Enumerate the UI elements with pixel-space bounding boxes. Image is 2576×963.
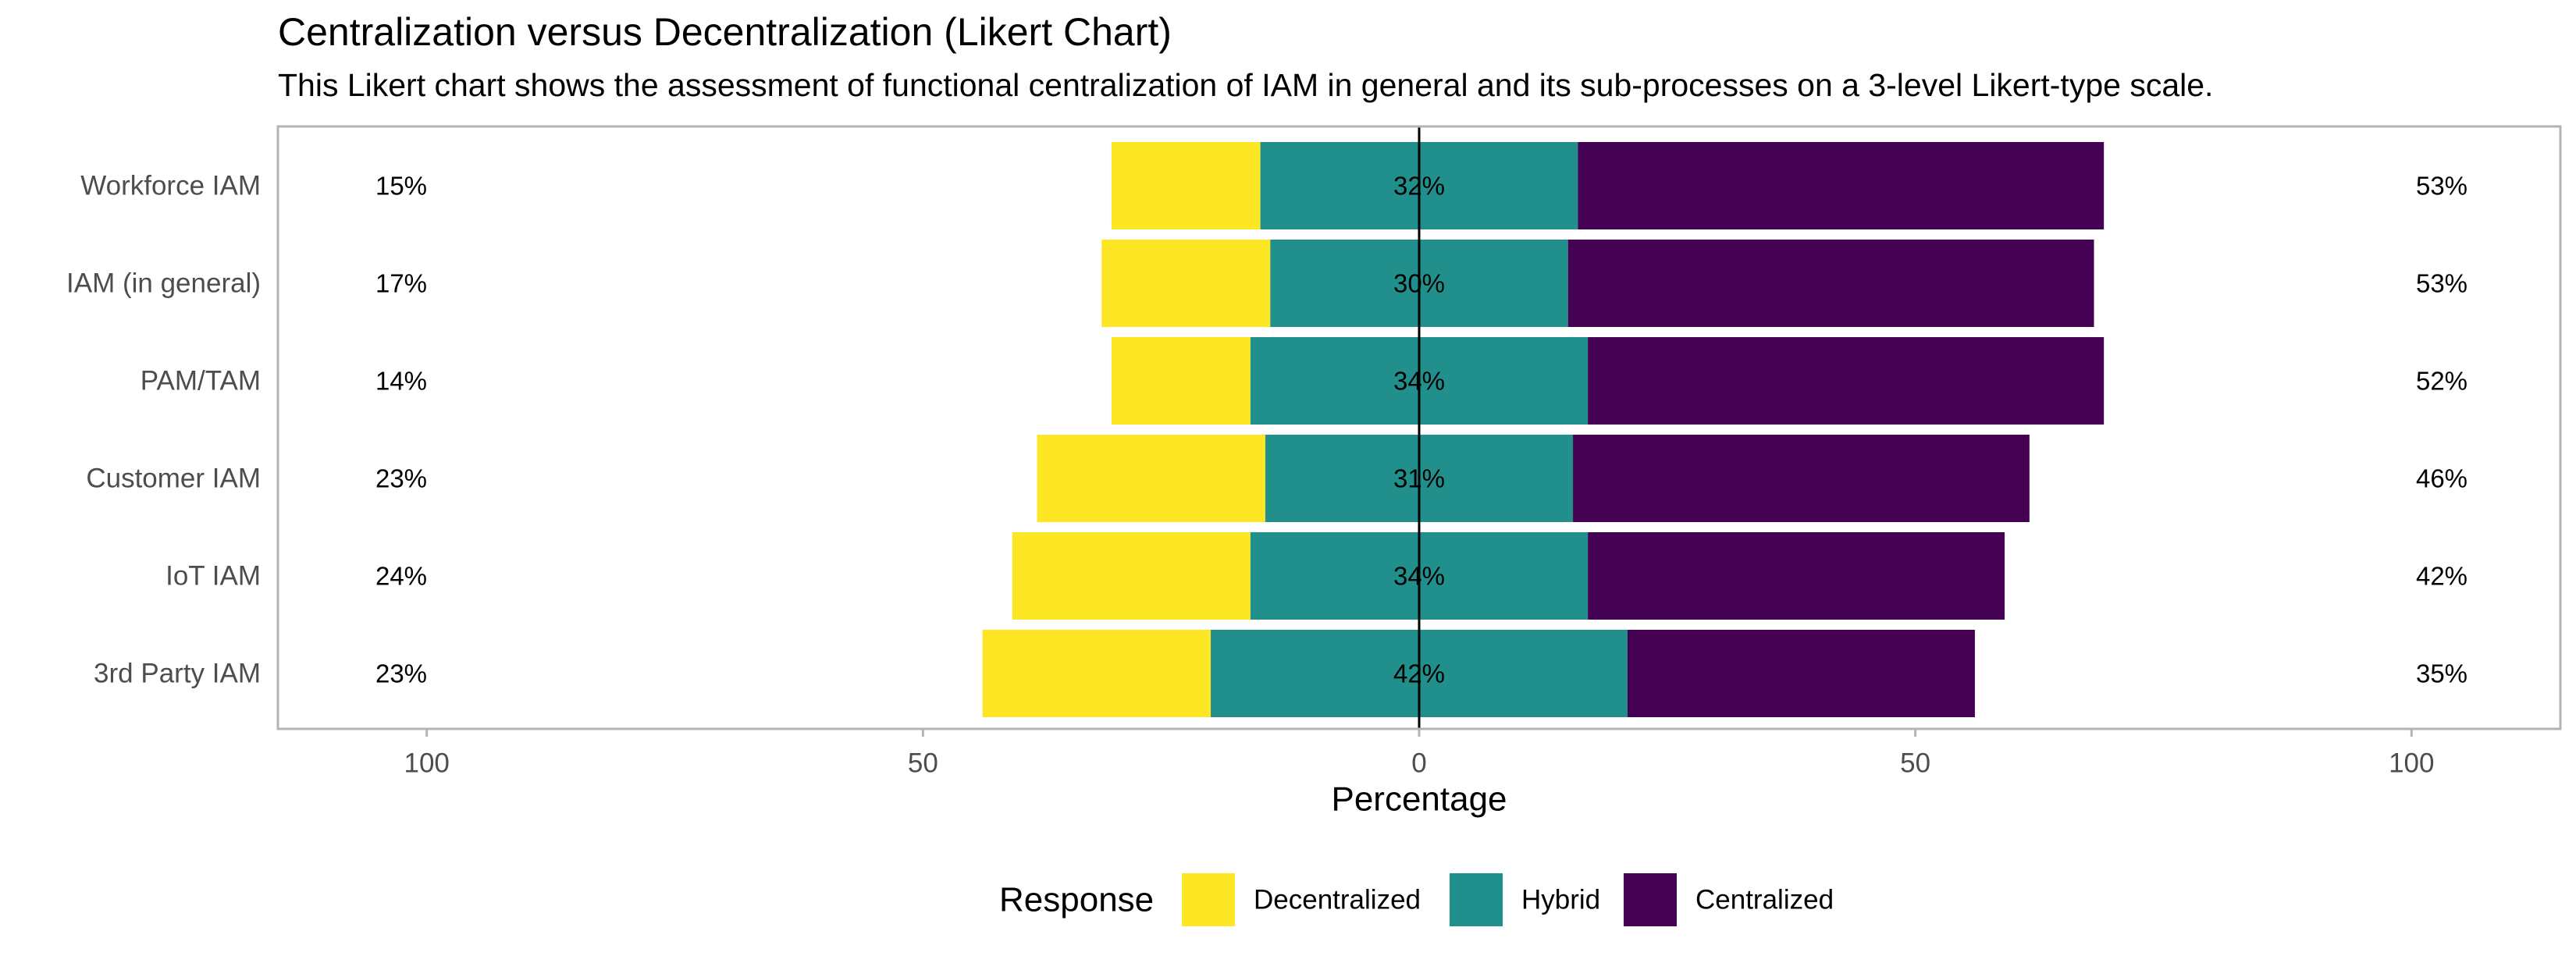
chart-title: Centralization versus Decentralization (… [278,10,1172,54]
axis-layer: 100 50 0 50 100 Percentage [276,125,2562,819]
chart-subtitle: This Likert chart shows the assessment o… [278,67,2214,103]
decentralized-percent-label: 23% [375,659,427,688]
category-label: Workforce IAM [80,171,261,201]
centralized-percent-label: 46% [2416,464,2467,493]
centralized-percent-label: 53% [2416,172,2467,201]
category-label: Customer IAM [86,464,261,494]
bar-decentralized [1101,240,1271,327]
bar-centralized [1573,435,2030,522]
x-axis-title: Percentage [1331,780,1507,819]
bar-decentralized [1037,435,1265,522]
legend-swatch-decentralized [1182,873,1235,926]
bar-centralized [1588,337,2105,425]
centralized-percent-label: 42% [2416,562,2467,591]
legend-swatch-hybrid [1450,873,1503,926]
legend-label: Decentralized [1254,885,1421,915]
legend-label: Centralized [1695,885,1834,915]
x-tick-label: 50 [1900,748,1930,779]
bar-centralized [1627,630,1975,717]
bar-decentralized [1012,532,1251,620]
bar-centralized [1588,532,2005,620]
x-tick-label: 100 [404,748,449,779]
decentralized-percent-label: 14% [375,367,427,396]
category-label: IAM (in general) [66,268,261,299]
legend-swatch-centralized [1624,873,1677,926]
decentralized-percent-label: 24% [375,562,427,591]
centralized-percent-label: 35% [2416,659,2467,688]
centralized-percent-label: 52% [2416,367,2467,396]
bar-decentralized [1111,337,1251,425]
labels-layer: Workforce IAM 15% 32% 53%IAM (in general) 17… [66,171,2467,689]
bar-centralized [1578,142,2105,229]
legend-title: Response [999,881,1154,919]
x-tick-label: 50 [908,748,938,779]
x-tick-label: 0 [1411,748,1426,779]
bar-centralized [1567,240,2094,327]
bar-decentralized [982,630,1212,717]
bars-layer [982,142,2105,717]
legend-label: Hybrid [1521,885,1600,915]
decentralized-percent-label: 15% [375,172,427,201]
category-label: PAM/TAM [141,366,261,396]
category-label: 3rd Party IAM [94,659,261,689]
x-tick-label: 100 [2389,748,2434,779]
centralized-percent-label: 53% [2416,269,2467,298]
category-label: IoT IAM [165,561,261,592]
bar-decentralized [1111,142,1261,229]
decentralized-percent-label: 17% [375,269,427,298]
decentralized-percent-label: 23% [375,464,427,493]
legend: Response Decentralized Hybrid Centralized [999,873,1834,926]
